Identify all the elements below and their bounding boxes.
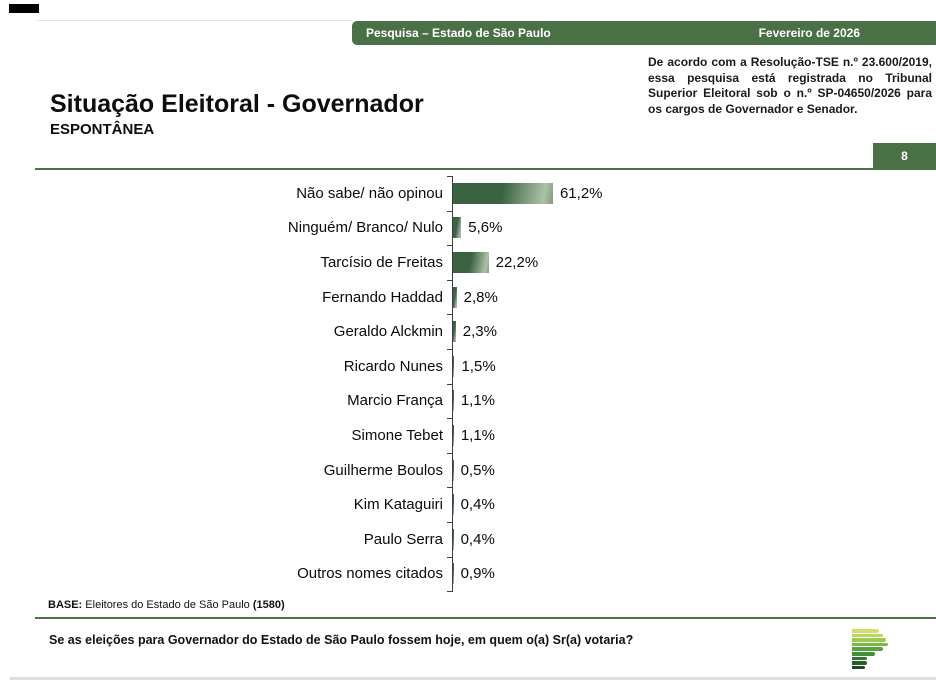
value-label: 1,5% [461, 357, 496, 375]
chart-row: Ninguém/ Branco/ Nulo 5,6% [0, 211, 936, 246]
chart-row: Kim Kataguiri 0,4% [0, 487, 936, 522]
bar [452, 286, 457, 308]
chart-row: Paulo Serra 0,4% [0, 522, 936, 557]
logo-stripe [852, 647, 883, 651]
banner-date-label: Fevereiro de 2026 [758, 26, 860, 40]
value-label: 5,6% [468, 219, 503, 237]
category-label: Ricardo Nunes [343, 357, 443, 375]
bar-chart: Não sabe/ não opinou 61,2% Ninguém/ Branco… [0, 176, 936, 593]
bar [452, 182, 553, 204]
page-title: Situação Eleitoral - Governador [50, 90, 424, 118]
bar [452, 321, 456, 343]
logo-stripe [852, 629, 879, 633]
chart-row: Ricardo Nunes 1,5% [0, 349, 936, 384]
chart-row: Tarcísio de Freitas 22,2% [0, 245, 936, 280]
category-label: Kim Kataguiri [353, 496, 443, 514]
category-label: Ninguém/ Branco/ Nulo [287, 219, 443, 237]
survey-question: Se as eleições para Governador do Estado… [49, 633, 634, 647]
chart-row: Fernando Haddad 2,8% [0, 280, 936, 315]
value-label: 0,5% [460, 461, 495, 479]
page-number-badge: 8 [873, 143, 936, 168]
parana-pesquisas-logo [852, 629, 892, 671]
axis-tick [447, 349, 452, 350]
category-label: Simone Tebet [351, 426, 443, 444]
base-note-prefix: BASE: [48, 599, 83, 611]
axis-tick [447, 245, 452, 247]
top-left-black-mark [9, 4, 39, 13]
logo-stripe [852, 665, 865, 670]
axis-tick [447, 176, 452, 177]
slide-top-border [36, 20, 352, 21]
value-label: 22,2% [495, 253, 539, 271]
axis-tick [447, 452, 452, 454]
axis-tick [447, 487, 452, 489]
category-label: Marcio França [347, 392, 443, 410]
value-label: 1,1% [460, 426, 496, 444]
value-label: 0,4% [460, 496, 495, 514]
chart-row: Geraldo Alckmin 2,3% [0, 314, 936, 349]
chart-row: Não sabe/ não opinou 61,2% [0, 176, 936, 211]
footer-divider-line [35, 617, 936, 619]
chart-axis [452, 176, 453, 592]
bar [452, 251, 489, 273]
logo-stripe [852, 638, 886, 642]
axis-tick [447, 418, 452, 420]
chart-row: Simone Tebet 1,1% [0, 418, 936, 453]
axis-tick [447, 279, 452, 281]
axis-tick [447, 383, 452, 385]
header-banner: Pesquisa – Estado de São Paulo Fevereiro… [352, 21, 936, 45]
axis-tick [447, 522, 452, 523]
chart-row: Outros nomes citados 0,9% [0, 557, 936, 592]
logo-stripe [852, 633, 883, 638]
slide-bottom-border [10, 677, 936, 680]
category-label: Paulo Serra [363, 530, 443, 548]
header-divider-line [35, 168, 936, 170]
base-note-count: (1580) [252, 599, 285, 611]
axis-tick [447, 591, 452, 593]
base-note: BASE: Eleitores do Estado de São Paulo (… [48, 599, 285, 611]
category-label: Não sabe/ não opinou [296, 184, 443, 202]
value-label: 1,1% [460, 392, 496, 410]
banner-survey-label: Pesquisa – Estado de São Paulo [366, 26, 551, 40]
base-note-text: Eleitores do Estado de São Paulo [82, 599, 253, 611]
value-label: 2,3% [462, 323, 497, 341]
value-label: 61,2% [559, 184, 603, 202]
value-label: 0,4% [460, 530, 495, 548]
axis-tick [447, 314, 452, 316]
logo-stripe [852, 651, 875, 656]
chart-row: Marcio França 1,1% [0, 384, 936, 419]
bar [452, 355, 455, 377]
value-label: 2,8% [463, 288, 498, 306]
axis-tick [447, 210, 452, 212]
category-label: Geraldo Alckmin [333, 323, 443, 341]
logo-stripe [852, 642, 888, 647]
category-label: Outros nomes citados [297, 565, 443, 583]
category-label: Tarcísio de Freitas [320, 253, 443, 271]
category-label: Guilherme Boulos [323, 461, 443, 479]
category-label: Fernando Haddad [322, 288, 443, 306]
logo-stripe [852, 656, 867, 661]
value-label: 0,9% [460, 565, 495, 583]
axis-tick [447, 556, 452, 558]
bar [452, 217, 462, 239]
tse-registration-notice: De acordo com a Resolução-TSE n.º 23.600… [648, 55, 932, 116]
logo-stripe [852, 661, 867, 665]
chart-row: Guilherme Boulos 0,5% [0, 453, 936, 488]
page-subtitle: ESPONTÂNEA [50, 121, 155, 138]
